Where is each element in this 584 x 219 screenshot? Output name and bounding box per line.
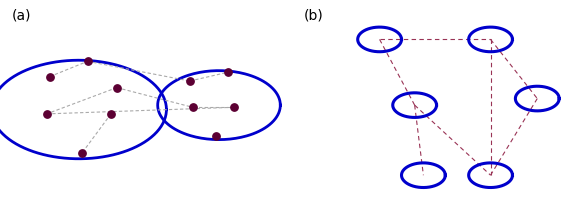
- Point: [77, 152, 86, 155]
- Point: [45, 75, 54, 78]
- Text: (a): (a): [12, 9, 31, 23]
- Point: [112, 86, 121, 89]
- Point: [229, 106, 238, 109]
- Point: [83, 60, 92, 63]
- Point: [223, 71, 232, 74]
- Text: (b): (b): [304, 9, 324, 23]
- Point: [42, 112, 51, 116]
- Point: [211, 134, 221, 138]
- Point: [185, 79, 194, 83]
- Point: [188, 106, 197, 109]
- Point: [106, 112, 116, 116]
